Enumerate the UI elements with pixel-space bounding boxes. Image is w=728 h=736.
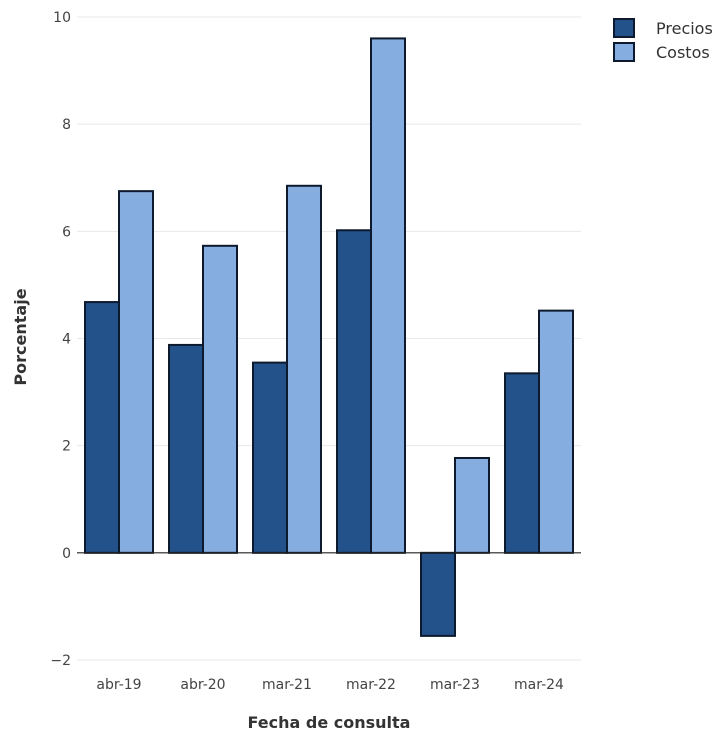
x-axis-title: Fecha de consulta xyxy=(248,713,411,732)
bar-costos-mar-24 xyxy=(538,309,574,554)
legend: Precios Costos xyxy=(613,18,713,62)
bar-precios-abr-19 xyxy=(84,301,120,554)
y-tick-label: 0 xyxy=(62,546,71,562)
bar-costos-mar-23 xyxy=(454,456,490,554)
y-tick-label: 8 xyxy=(62,117,71,133)
x-tick-label: abr-19 xyxy=(96,677,141,693)
legend-swatch-costos xyxy=(613,42,635,62)
legend-label-costos: Costos xyxy=(656,43,710,62)
x-tick-label: mar-21 xyxy=(262,677,312,693)
bar-costos-mar-22 xyxy=(370,37,406,554)
gridlines xyxy=(77,16,581,661)
x-tick-label: mar-23 xyxy=(430,677,480,693)
bar-precios-mar-23 xyxy=(420,551,456,637)
bar-precios-mar-21 xyxy=(252,361,288,554)
y-tick-label: 4 xyxy=(62,332,71,348)
x-tick-label: abr-20 xyxy=(180,677,225,693)
bar-costos-abr-19 xyxy=(118,190,154,554)
bar-costos-mar-21 xyxy=(286,184,322,554)
y-tick-label: −2 xyxy=(50,653,71,669)
bar-precios-abr-20 xyxy=(168,343,204,554)
bars xyxy=(84,37,574,637)
y-axis-title: Porcentaje xyxy=(11,288,30,385)
bar-costos-abr-20 xyxy=(202,244,238,554)
x-tick-label: mar-24 xyxy=(514,677,564,693)
legend-swatch-precios xyxy=(613,18,635,38)
y-tick-label: 10 xyxy=(53,10,71,26)
y-tick-label: 2 xyxy=(62,439,71,455)
bar-precios-mar-24 xyxy=(504,372,540,554)
bar-precios-mar-22 xyxy=(336,229,372,554)
legend-label-precios: Precios xyxy=(656,19,713,38)
y-tick-labels: −2 0 2 4 6 8 10 xyxy=(50,10,71,669)
x-tick-label: mar-22 xyxy=(346,677,396,693)
y-tick-label: 6 xyxy=(62,224,71,240)
x-tick-labels: abr-19 abr-20 mar-21 mar-22 mar-23 mar-24 xyxy=(96,677,564,693)
